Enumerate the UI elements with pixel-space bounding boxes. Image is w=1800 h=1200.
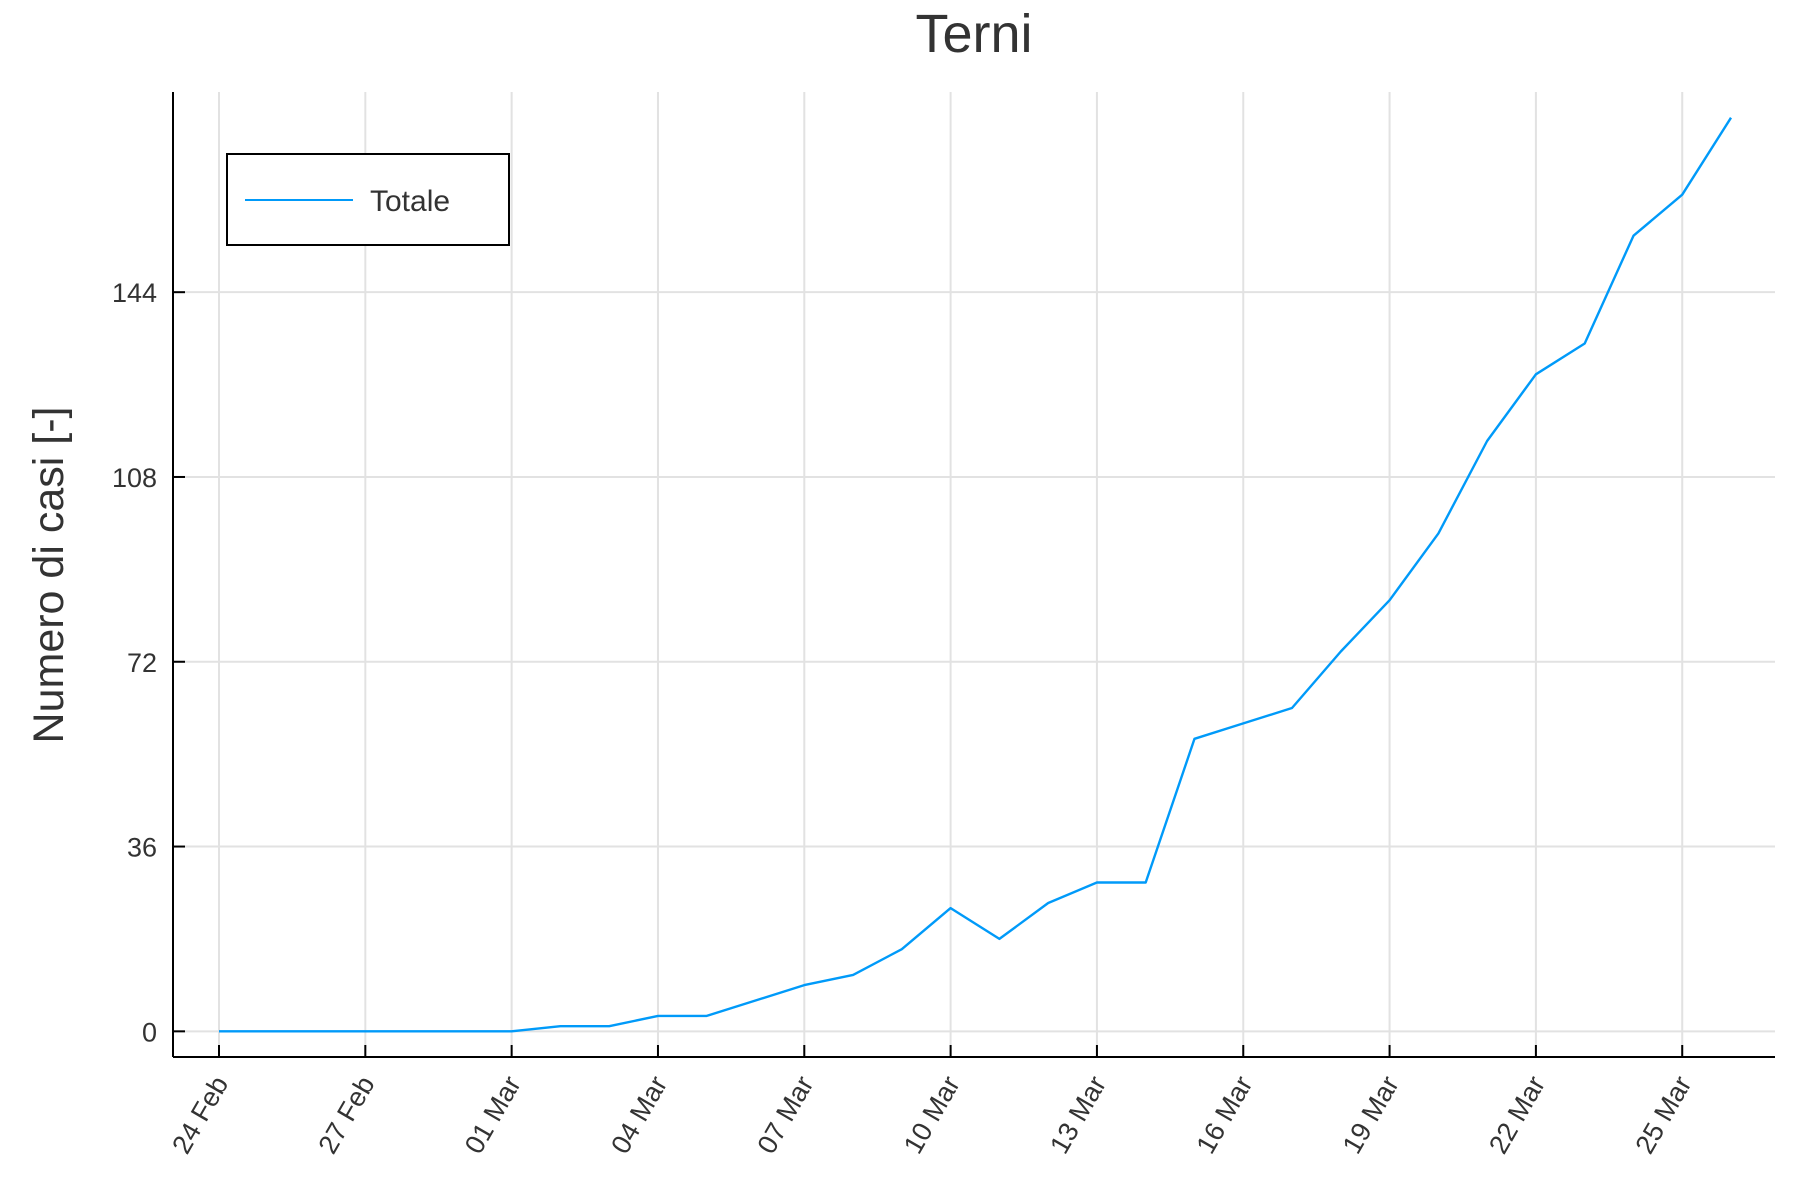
y-axis-title: Numero di casi [-] [25,407,73,744]
series-layer [218,117,1733,1033]
legend-label: Totale [370,185,450,218]
x-tick-label: 25 Mar [1629,1071,1697,1159]
x-tick-label: 13 Mar [1044,1071,1112,1159]
axes [172,92,1775,1058]
x-tick-label: 19 Mar [1337,1071,1405,1159]
y-tick-label: 36 [127,833,157,863]
x-tick-label: 04 Mar [605,1071,673,1159]
x-tick-label: 27 Feb [313,1071,381,1159]
x-tick-label: 22 Mar [1483,1071,1551,1159]
x-tick-label: 01 Mar [459,1071,527,1159]
series-line-totale [219,117,1733,1033]
legend: Totale [226,153,510,246]
tick-labels: 24 Feb 27 Feb 01 Mar 04 Mar 07 Mar 10 Mar 13 M… [112,278,1697,1159]
chart-title: Terni [915,4,1032,64]
x-tick-label: 24 Feb [166,1071,234,1159]
x-tick-label: 10 Mar [898,1071,966,1159]
y-tick-label: 0 [142,1017,157,1047]
x-tick-label: 07 Mar [751,1071,819,1159]
x-tick-label: 16 Mar [1190,1071,1258,1159]
y-tick-label: 72 [127,648,157,678]
y-tick-label: 144 [112,278,157,308]
y-tick-label: 108 [112,463,157,493]
